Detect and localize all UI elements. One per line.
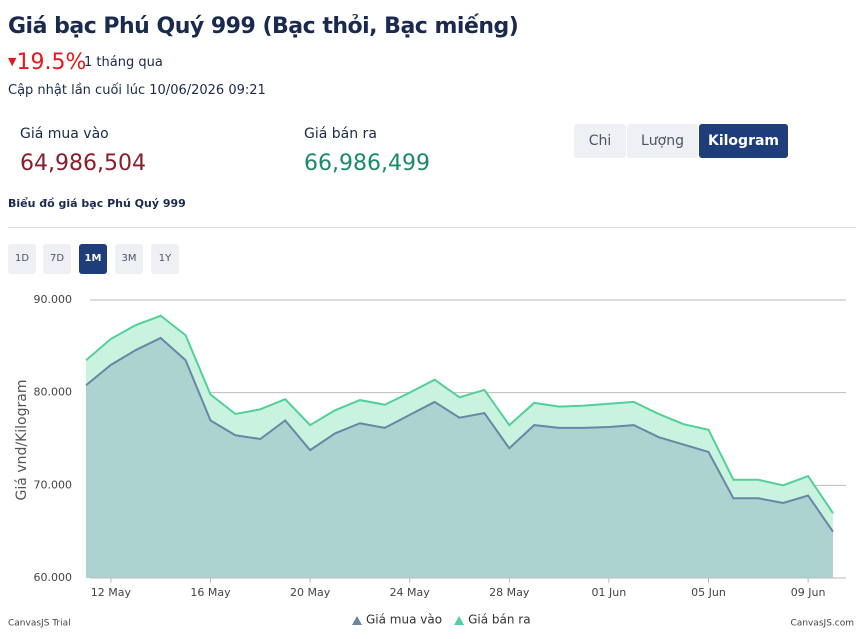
range-button[interactable]: 1D bbox=[8, 244, 36, 274]
unit-button[interactable]: Chi bbox=[574, 124, 626, 158]
series-line bbox=[85, 314, 834, 514]
legend-label: Giá bán ra bbox=[468, 613, 530, 627]
y-tick-label: 90.000 bbox=[34, 293, 73, 306]
credit: CanvasJS.com bbox=[791, 619, 854, 629]
range-button[interactable]: 7D bbox=[43, 244, 71, 274]
x-tick-label: 09 Jun bbox=[791, 586, 826, 599]
buy-label: Giá mua vào bbox=[20, 126, 109, 142]
page-title: Giá bạc Phú Quý 999 (Bạc thỏi, Bạc miếng… bbox=[8, 14, 519, 39]
change-value: 19.5% bbox=[16, 50, 87, 75]
buy-price: 64,986,504 bbox=[20, 151, 146, 176]
y-tick-label: 70.000 bbox=[34, 478, 73, 491]
x-tick-label: 01 Jun bbox=[592, 586, 627, 599]
y-tick-label: 80.000 bbox=[34, 386, 73, 399]
unit-button[interactable]: Lượng bbox=[627, 124, 698, 158]
unit-button[interactable]: Kilogram bbox=[699, 124, 788, 158]
x-tick-label: 16 May bbox=[190, 586, 231, 599]
updated: Cập nhật lần cuối lúc 10/06/2026 09:21 bbox=[8, 83, 266, 98]
y-axis-title: Giá vnd/Kilogram bbox=[14, 380, 30, 501]
x-tick-label: 24 May bbox=[390, 586, 431, 599]
low-area bbox=[86, 337, 833, 578]
x-tick-label: 20 May bbox=[290, 586, 331, 599]
period: 1 tháng qua bbox=[84, 55, 163, 70]
range-button[interactable]: 1Y bbox=[151, 244, 179, 274]
sell-price: 66,986,499 bbox=[304, 151, 430, 176]
change: ▼19.5% bbox=[8, 50, 87, 75]
legend-label: Giá mua vào bbox=[366, 613, 442, 627]
chart: Giá vnd/Kilogram CanvasJS Trial CanvasJS… bbox=[8, 293, 854, 629]
divider bbox=[8, 227, 856, 228]
range-button[interactable]: 3M bbox=[115, 244, 143, 274]
range-button[interactable]: 1M bbox=[79, 244, 107, 274]
sell-label: Giá bán ra bbox=[304, 126, 377, 142]
series-line bbox=[85, 336, 834, 533]
legend-marker bbox=[352, 616, 362, 625]
x-tick-label: 28 May bbox=[489, 586, 530, 599]
x-tick-label: 05 Jun bbox=[691, 586, 726, 599]
section-title: Biểu đồ giá bạc Phú Quý 999 bbox=[8, 197, 186, 210]
legend-marker bbox=[454, 616, 465, 625]
y-tick-label: 60.000 bbox=[34, 571, 73, 584]
trial-note: CanvasJS Trial bbox=[8, 619, 71, 629]
x-tick-label: 12 May bbox=[91, 586, 132, 599]
